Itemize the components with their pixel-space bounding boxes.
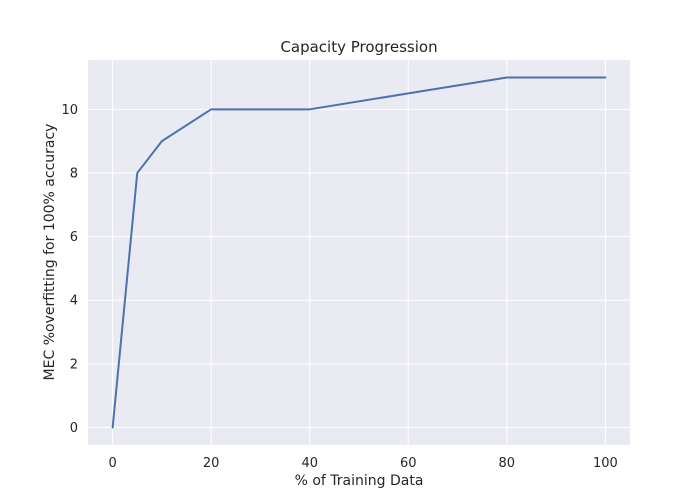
series-line <box>111 76 607 429</box>
x-axis-ticks: 0 20 40 60 80 100 <box>108 456 617 471</box>
y-tick-label: 4 <box>70 294 78 309</box>
y-tick-label: 6 <box>70 230 78 245</box>
y-tick-label: 10 <box>61 103 78 118</box>
plot-area <box>88 60 630 445</box>
y-tick-label: 8 <box>70 166 78 181</box>
y-axis-ticks: 0 2 4 6 8 10 <box>61 103 78 436</box>
x-axis-label: % of Training Data <box>295 473 424 489</box>
x-tick-label: 100 <box>593 456 618 471</box>
y-tick-label: 0 <box>70 421 78 436</box>
x-tick-label: 80 <box>499 456 516 471</box>
x-tick-label: 40 <box>301 456 318 471</box>
chart-title: Capacity Progression <box>280 38 437 56</box>
x-tick-label: 60 <box>400 456 417 471</box>
series-layer <box>111 76 607 429</box>
x-tick-label: 20 <box>203 456 220 471</box>
y-tick-label: 2 <box>70 357 78 372</box>
y-axis-label: MEC %overfitting for 100% accuracy <box>42 124 58 381</box>
grid-lines <box>88 60 630 445</box>
x-tick-label: 0 <box>108 456 116 471</box>
